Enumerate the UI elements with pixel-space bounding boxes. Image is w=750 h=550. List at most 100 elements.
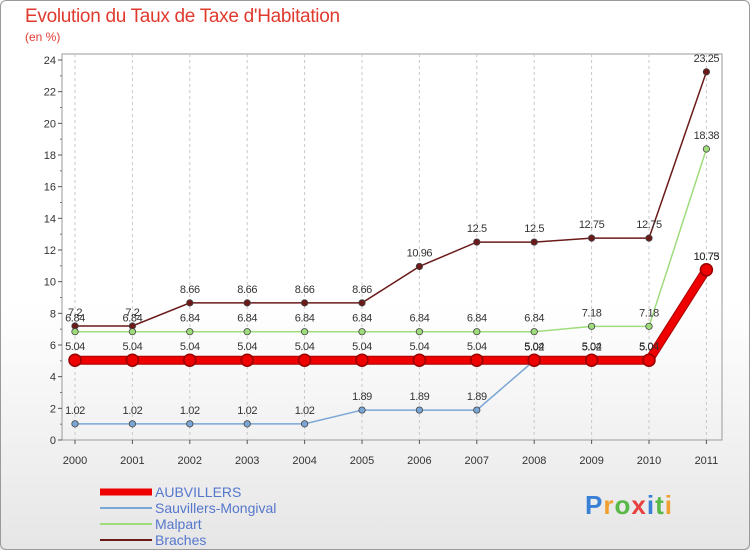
data-label: 5.02: [582, 342, 602, 354]
data-point: [470, 353, 484, 367]
data-point: [699, 263, 714, 277]
y-tick-label: 18: [44, 150, 56, 162]
data-point: [68, 353, 82, 367]
logo-letter: x: [631, 490, 647, 520]
data-point: [240, 353, 254, 367]
logo-letter: t: [655, 490, 665, 520]
data-label: 5.04: [524, 341, 544, 353]
data-label: 12.5: [524, 223, 544, 235]
data-point: [584, 353, 599, 367]
data-label: 5.04: [295, 341, 315, 353]
x-tick-label: 2000: [63, 455, 87, 467]
y-tick-label: 8: [50, 308, 56, 320]
x-tick-label: 2011: [695, 455, 719, 467]
x-tick-label: 2008: [522, 455, 546, 467]
data-label: 5.04: [122, 341, 142, 353]
data-point: [530, 238, 538, 246]
data-label: 6.84: [65, 313, 85, 325]
data-point: [645, 322, 653, 330]
data-label: 18.38: [694, 130, 720, 142]
plot-area: [61, 53, 723, 441]
data-label: 1.02: [295, 405, 315, 417]
x-tick-label: 2010: [637, 455, 661, 467]
legend-entry: AUBVILLERS: [155, 484, 241, 500]
data-point: [415, 406, 423, 414]
logo-letter: r: [603, 490, 615, 520]
series-line-braches: [75, 71, 708, 327]
data-point: [300, 299, 309, 307]
logo-letter: i: [646, 490, 656, 520]
data-point: [300, 420, 309, 428]
data-label: 7.2: [125, 307, 139, 319]
data-label: 6.84: [352, 313, 372, 325]
logo-letter: i: [664, 490, 673, 520]
y-tick-label: 12: [44, 245, 56, 257]
data-label: 6.84: [122, 313, 142, 325]
data-label: 8.66: [237, 284, 257, 296]
series-line-aubvillers: [75, 267, 710, 364]
data-point: [243, 420, 251, 428]
data-point: [186, 328, 194, 336]
data-point: [358, 299, 366, 307]
data-point: [186, 299, 194, 307]
data-point: [415, 262, 423, 271]
data-label: 5.04: [467, 341, 487, 353]
data-label: 6.84: [237, 313, 257, 325]
data-label: 10.73: [694, 251, 720, 263]
data-point: [702, 145, 711, 153]
data-point: [186, 420, 194, 428]
y-tick-label: 0: [50, 435, 56, 447]
data-point: [530, 328, 538, 336]
data-label: 1.02: [122, 405, 142, 417]
series-line-aubvillers-shadow: [75, 267, 711, 365]
data-label: 12.75: [636, 219, 662, 231]
data-label: 5.04: [639, 341, 659, 353]
y-tick-label: 14: [44, 213, 56, 225]
data-label: 7.18: [582, 307, 602, 319]
data-label: 12.5: [467, 223, 487, 235]
data-point: [355, 353, 369, 367]
data-point: [183, 353, 197, 367]
data-label: 8.66: [352, 284, 372, 296]
data-label: 7.18: [639, 307, 659, 319]
data-label: 6.84: [409, 313, 429, 325]
data-label: 5.04: [65, 341, 85, 353]
series-line-sauvillers-mongival: [75, 269, 708, 425]
data-label: 1.89: [352, 391, 372, 403]
y-tick-label: 2: [50, 403, 56, 415]
data-point: [473, 328, 481, 336]
data-point: [412, 353, 427, 367]
proxiti-logo: Proxiti: [585, 490, 673, 521]
data-label: 7.2: [68, 307, 82, 319]
y-tick-label: 6: [50, 340, 56, 352]
data-point: [243, 328, 251, 336]
data-point: [587, 234, 596, 242]
data-point: [473, 238, 481, 246]
y-tick-label: 20: [44, 118, 56, 130]
data-point: [587, 322, 596, 330]
data-point: [71, 328, 79, 336]
data-point: [71, 420, 79, 428]
data-point: [645, 234, 653, 242]
y-tick-label: 10: [44, 277, 56, 289]
logo-letter: o: [614, 490, 632, 520]
data-point: [642, 353, 656, 367]
data-label: 1.02: [65, 405, 85, 417]
data-point: [243, 299, 251, 307]
data-point: [527, 353, 541, 367]
data-label: 6.84: [180, 313, 200, 325]
data-point: [358, 406, 366, 414]
data-label: 8.66: [180, 284, 200, 296]
data-label: 1.89: [467, 391, 487, 403]
x-tick-label: 2003: [235, 455, 259, 467]
data-label: 1.02: [180, 405, 200, 417]
data-point: [300, 328, 309, 336]
x-tick-label: 2007: [465, 455, 489, 467]
data-label: 23.25: [694, 53, 720, 65]
chart-subtitle: (en %): [25, 30, 61, 44]
data-point: [128, 328, 136, 336]
data-point: [128, 420, 136, 428]
x-tick-label: 2005: [350, 455, 374, 467]
